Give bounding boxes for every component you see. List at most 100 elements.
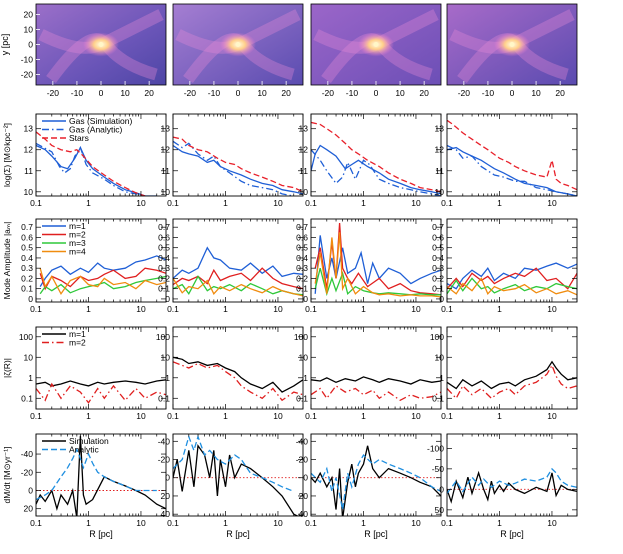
image-x-tick-label: 20	[419, 88, 429, 98]
surface-density-legend: Gas (Simulation)Gas (Analytic)Stars	[42, 116, 132, 143]
x-tick-label: 10	[547, 198, 557, 208]
y-tick-label: 0.7	[158, 222, 170, 232]
y-tick-label: 13	[299, 124, 309, 134]
series-line-simulation	[311, 445, 441, 516]
image-x-tick-label: -20	[184, 88, 197, 98]
legend-label: Simulation	[69, 436, 109, 446]
x-tick-label: 10	[411, 518, 421, 528]
series-line-m-1	[447, 262, 577, 290]
series-line-gas-simulation-	[447, 146, 577, 196]
y-tick-label: 0.1	[432, 393, 444, 403]
image-y-tick-label: 0	[28, 40, 33, 50]
image-y-tick-label: 10	[24, 25, 34, 35]
series-line-gas-analytic-	[36, 142, 146, 196]
y-tick-label: 0.1	[296, 393, 308, 403]
y-tick-label: 0.1	[158, 393, 170, 403]
legend-label: Stars	[69, 133, 89, 143]
series-line-stars	[311, 121, 441, 193]
y-tick-label: 50	[435, 505, 445, 515]
legend-label: Gas (Analytic)	[69, 125, 123, 135]
x-tick-label: 0.1	[305, 518, 317, 528]
y-tick-label: 20	[161, 491, 171, 501]
y-tick-label: 0	[439, 294, 444, 304]
x-tick-label: 1	[497, 304, 502, 314]
image-x-tick-label: 0	[236, 88, 241, 98]
y-tick-label: 0.5	[21, 243, 33, 253]
series-line-analytic	[311, 453, 441, 510]
gas-image-panel: -20 -10 0 10 20	[446, 3, 578, 98]
x-tick-label: 10	[273, 304, 283, 314]
y-tick-label: 0	[439, 484, 444, 494]
series-line-m-1	[311, 376, 441, 385]
zeta-panel: 0.1 1 10 0.1 1 10 100	[294, 326, 442, 421]
y-tick-label: -20	[21, 467, 34, 477]
y-tick-label: 40	[299, 509, 309, 519]
x-tick-label: 1	[361, 304, 366, 314]
image-y-axis-label: y [pc]	[0, 34, 10, 56]
zeta-legend: m=1m=2	[42, 329, 86, 348]
y-tick-label: 0.2	[296, 273, 308, 283]
x-tick-label: 1	[223, 518, 228, 528]
legend-label: m=1	[69, 329, 86, 339]
y-tick-label: 13	[161, 124, 171, 134]
galaxy-center-point	[98, 42, 104, 47]
y-tick-label: 0.6	[432, 232, 444, 242]
x-tick-label: 1	[361, 411, 366, 421]
y-tick-label: 11	[435, 166, 444, 176]
x-tick-label: 10	[136, 198, 146, 208]
x-tick-label: 10	[136, 304, 146, 314]
y-tick-label: 12	[435, 145, 445, 155]
x-tick-label: 1	[86, 304, 91, 314]
y-tick-label: 0.1	[158, 284, 170, 294]
y-tick-label: 0.1	[296, 284, 308, 294]
series-line-simulation	[447, 470, 577, 504]
zeta-panel: 0.1 1 10 0.1 1 10 100 m=1m=2 |ζ(R)|	[2, 326, 167, 421]
zeta-panel: 0.1 1 10 0.1 1 10 100	[430, 326, 578, 421]
y-tick-label: 11	[24, 166, 33, 176]
x-tick-label: 0.1	[305, 304, 317, 314]
surface-density-panel: 0.1 1 10 10 11 12 13	[435, 113, 578, 208]
series-line-m-2	[447, 363, 577, 400]
x-tick-label: 10	[411, 411, 421, 421]
y-tick-label: 0.4	[158, 253, 170, 263]
series-line-gas-analytic-	[173, 140, 294, 196]
panel-frame	[310, 326, 442, 410]
series-line-m-4	[447, 277, 577, 296]
x-tick-label: 1	[497, 411, 502, 421]
series-line-m-2	[173, 267, 303, 290]
panel-frame	[446, 433, 578, 517]
inflow-panel: 0.1 1 10 -40 -20 0 20 40 R [pc]	[158, 433, 304, 539]
panel-frame	[446, 218, 578, 303]
inflow-panel: 0.1 1 10 -40 -20 0 20 40 R [pc]	[296, 433, 442, 539]
x-tick-label: 10	[273, 198, 283, 208]
series-line-analytic	[36, 447, 157, 501]
series-line-m-4	[173, 278, 303, 297]
x-axis-label: R [pc]	[226, 529, 250, 539]
x-tick-label: 1	[361, 518, 366, 528]
y-tick-label: 0.4	[296, 253, 308, 263]
y-axis-label: dM/dt [M⊙yr⁻¹]	[2, 447, 12, 504]
y-tick-label: -20	[158, 455, 171, 465]
surface-density-panel: 0.1 1 10 10 11 12 13	[161, 113, 304, 208]
y-tick-label: 0.7	[432, 222, 444, 232]
image-x-tick-label: -20	[322, 88, 335, 98]
y-tick-label: 0.3	[432, 263, 444, 273]
image-x-tick-label: 10	[120, 88, 130, 98]
y-tick-label: -40	[158, 436, 171, 446]
legend-label: m=2	[69, 230, 86, 240]
x-tick-label: 1	[86, 198, 91, 208]
y-axis-label: log(Σ) [M⊙kpc⁻²]	[2, 123, 12, 187]
x-tick-label: 0.1	[167, 198, 179, 208]
y-tick-label: -100	[427, 443, 444, 453]
x-tick-label: 0.1	[30, 518, 42, 528]
series-line-stars	[447, 119, 577, 191]
x-tick-label: 10	[411, 304, 421, 314]
y-tick-label: 10	[299, 187, 309, 197]
y-tick-label: 11	[299, 166, 308, 176]
x-axis-label: R [pc]	[364, 529, 388, 539]
y-tick-label: 0	[165, 294, 170, 304]
y-tick-label: 20	[24, 504, 34, 514]
y-tick-label: 0	[303, 294, 308, 304]
